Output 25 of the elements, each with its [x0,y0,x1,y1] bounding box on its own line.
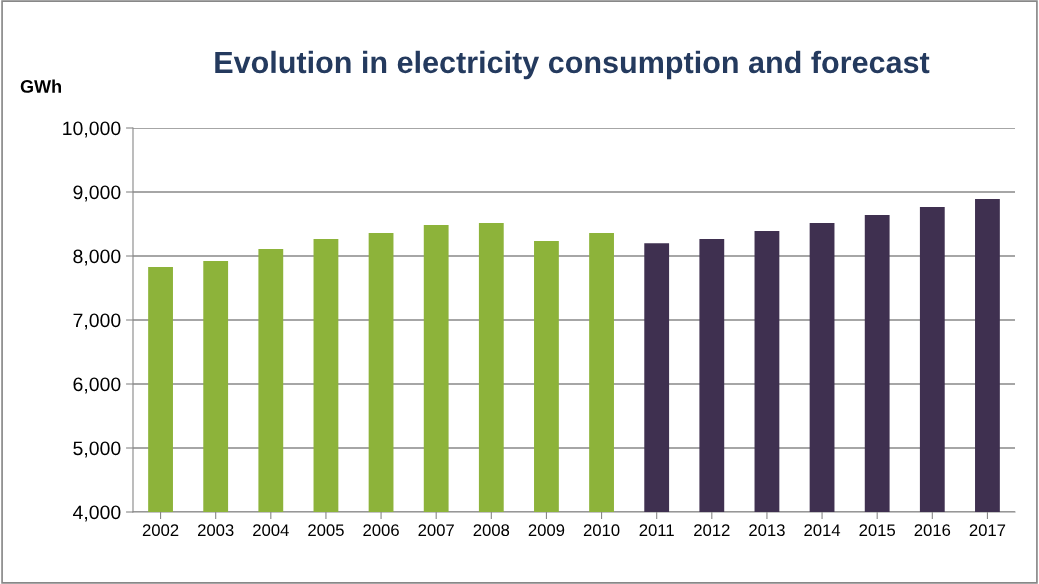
x-tick-label: 2008 [473,524,510,537]
x-tick-label: 2003 [197,524,234,537]
y-tick-label: 6,000 [73,377,121,394]
x-tick-label: 2009 [528,524,565,537]
x-tick-label: 2002 [142,524,179,537]
x-tick-label: 2004 [253,524,289,537]
chart-title: Evolution in electricity consumption and forecast [215,50,930,80]
y-tick-label: 4,000 [72,505,121,522]
y-tick-label: 5,000 [73,441,121,458]
y-tick-label: 10,000 [63,121,121,138]
x-tick-label: 2017 [969,524,1006,537]
x-tick-label: 2014 [804,524,841,537]
y-tick-label: 9,000 [73,185,121,202]
x-tick-label: 2005 [308,524,344,537]
x-tick-label: 2011 [639,524,674,537]
x-tick-label: 2007 [418,524,454,537]
x-tick-label: 2013 [749,524,785,537]
x-tick-label: 2010 [583,524,620,537]
x-tick-label: 2015 [859,524,896,537]
y-tick-label: 7,000 [73,313,121,330]
x-tick-label: 2016 [914,524,951,537]
x-tick-label: 2012 [694,524,730,537]
y-axis-title: GWh [20,79,61,93]
x-tick-label: 2006 [363,524,399,537]
y-tick-label: 8,000 [73,249,121,266]
